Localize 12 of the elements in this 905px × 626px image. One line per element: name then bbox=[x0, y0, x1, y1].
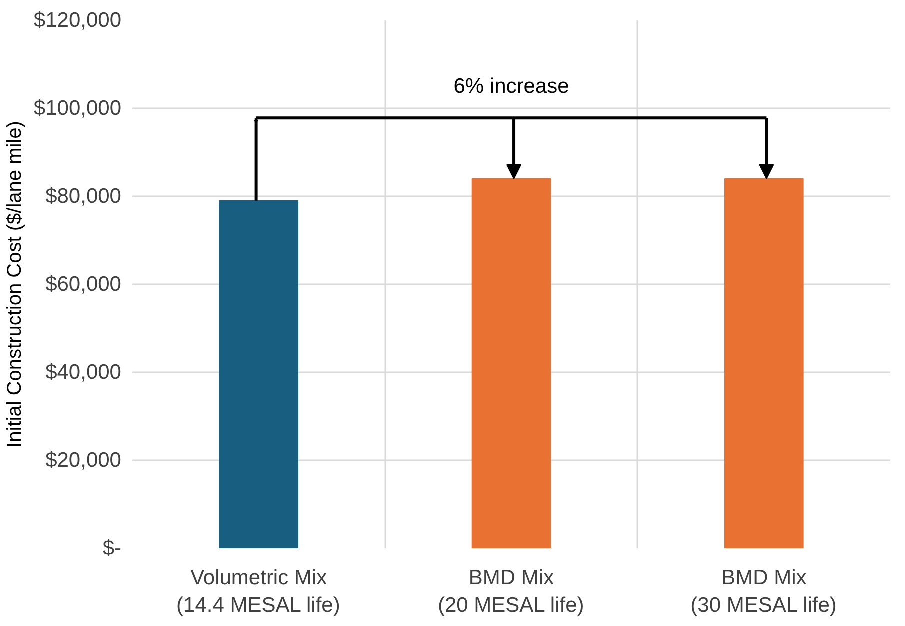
annotation: 6% increase bbox=[454, 75, 570, 98]
y-axis-title: Initial Construction Cost ($/lane mile) bbox=[4, 121, 26, 448]
y-tick-label: $- bbox=[102, 537, 122, 560]
x-tick-label: BMD Mix (30 MESAL life) bbox=[690, 566, 837, 618]
y-tick-label: $20,000 bbox=[46, 449, 122, 472]
y-tick-label: $120,000 bbox=[34, 9, 122, 32]
y-tick-label: $80,000 bbox=[46, 185, 122, 208]
y-tick-label: $40,000 bbox=[46, 361, 122, 384]
x-tick-label: Volumetric Mix (14.4 MESAL life) bbox=[176, 566, 340, 618]
x-tick-label: BMD Mix (20 MESAL life) bbox=[438, 566, 584, 618]
y-tick-label: $60,000 bbox=[46, 273, 122, 296]
y-tick-label: $100,000 bbox=[34, 97, 122, 120]
